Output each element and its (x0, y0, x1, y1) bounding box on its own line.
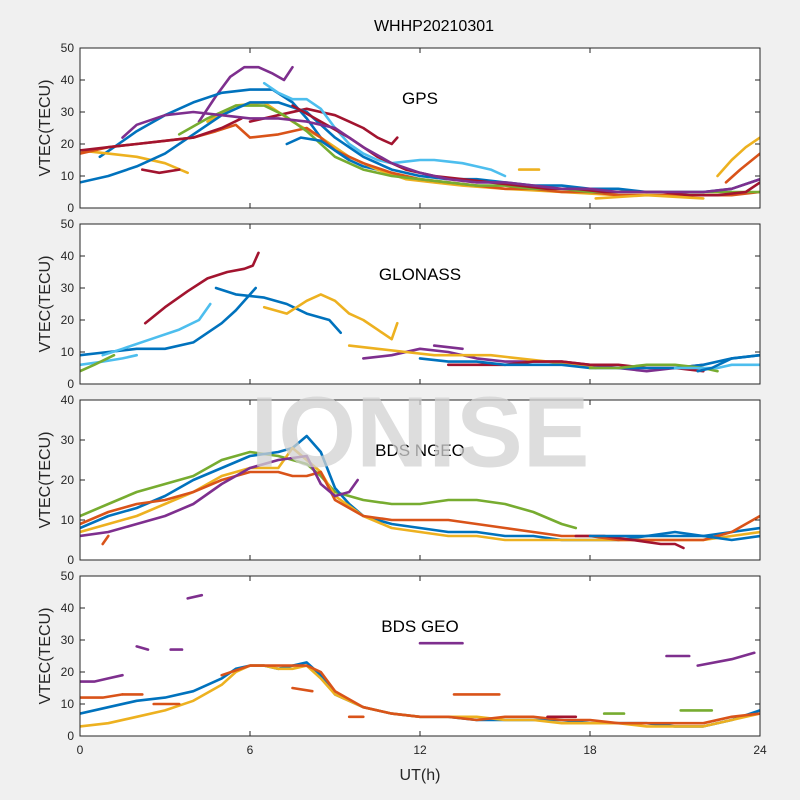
series-line (214, 286, 342, 335)
series-line (141, 168, 181, 175)
series-line (724, 152, 760, 184)
y-tick-label: 0 (67, 553, 74, 567)
watermark: IONISE (251, 376, 590, 488)
series-line (80, 673, 124, 683)
y-axis-label: VTEC(TECU) (37, 256, 54, 353)
x-tick-label: 18 (583, 743, 597, 757)
series-line (262, 81, 507, 178)
plot-area (80, 576, 760, 736)
series-line (80, 454, 359, 538)
y-tick-label: 40 (61, 393, 75, 407)
panel-label: GLONASS (379, 265, 461, 284)
series-line (143, 251, 260, 325)
panel-label: GPS (402, 89, 438, 108)
series-line (347, 344, 597, 370)
series-line (285, 136, 351, 162)
y-tick-label: 30 (61, 433, 75, 447)
y-tick-label: 0 (67, 201, 74, 215)
y-axis-label: VTEC(TECU) (37, 80, 54, 177)
y-tick-label: 20 (61, 137, 75, 151)
y-tick-label: 10 (61, 169, 75, 183)
series-line (588, 530, 760, 542)
panel-2: 0 10 20 30 40 50 VTEC(TECU) GLONASS (37, 217, 761, 391)
y-tick-label: 30 (61, 633, 75, 647)
series-group (80, 65, 760, 200)
y-tick-label: 10 (61, 513, 75, 527)
y-tick-label: 20 (61, 665, 75, 679)
series-line (186, 593, 204, 600)
x-axis-label: UT(h) (400, 767, 441, 784)
x-tick-label: 24 (753, 743, 767, 757)
series-group (80, 434, 760, 550)
x-tick-label: 12 (413, 743, 427, 757)
series-line (696, 651, 756, 667)
figure-title: WHHP20210301 (374, 18, 494, 35)
series-line (80, 434, 760, 542)
panels: 0 10 20 30 40 50 VTEC(TECU) GPS 0 10 20 30 40 50 VTEC(… (37, 41, 767, 757)
panel-label: BDS NGEO (375, 441, 465, 460)
series-line (696, 353, 760, 373)
y-tick-label: 50 (61, 217, 75, 231)
y-tick-label: 50 (61, 569, 75, 583)
y-tick-label: 30 (61, 281, 75, 295)
series-line (135, 645, 150, 651)
y-axis-label: VTEC(TECU) (37, 608, 54, 705)
series-line (80, 117, 243, 152)
x-tick-label: 6 (247, 743, 254, 757)
y-tick-label: 30 (61, 105, 75, 119)
y-tick-label: 0 (67, 377, 74, 391)
series-line (80, 149, 189, 175)
series-group (80, 251, 760, 373)
series-line (248, 107, 399, 146)
series-line (80, 693, 124, 699)
series-line (716, 136, 760, 178)
y-tick-label: 0 (67, 729, 74, 743)
series-line (220, 664, 760, 725)
series-line (432, 344, 464, 351)
y-tick-label: 20 (61, 473, 75, 487)
y-tick-label: 20 (61, 313, 75, 327)
series-line (101, 302, 212, 357)
panel-1: 0 10 20 30 40 50 VTEC(TECU) GPS (37, 41, 761, 215)
series-group (80, 593, 760, 728)
series-line (262, 293, 399, 341)
panel-4: 0 6 12 18 24 0 10 20 30 40 50 VTEC(TECU) BDS GEO (37, 569, 767, 757)
y-tick-label: 40 (61, 249, 75, 263)
series-line (80, 353, 138, 367)
series-line (101, 534, 110, 546)
series-line (80, 353, 116, 373)
panel-3: 0 10 20 30 40 VTEC(TECU) BDS NGEO (37, 393, 761, 567)
plot-area (80, 224, 760, 384)
series-line (594, 193, 705, 200)
y-tick-label: 50 (61, 41, 75, 55)
y-axis-label: VTEC(TECU) (37, 432, 54, 529)
y-tick-label: 10 (61, 345, 75, 359)
series-line (673, 363, 760, 370)
y-tick-label: 40 (61, 73, 75, 87)
series-line (121, 110, 760, 194)
series-line (291, 686, 314, 693)
x-tick-label: 0 (77, 743, 84, 757)
y-tick-label: 10 (61, 697, 75, 711)
y-tick-label: 40 (61, 601, 75, 615)
plot-area (80, 48, 760, 208)
panel-label: BDS GEO (381, 617, 458, 636)
